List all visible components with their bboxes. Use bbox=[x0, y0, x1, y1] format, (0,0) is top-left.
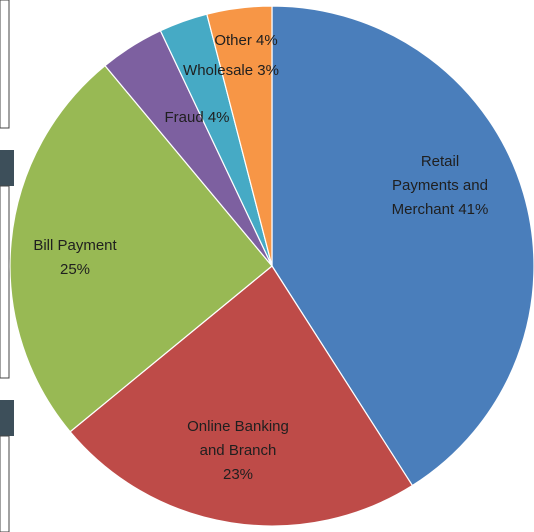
slice-label: Wholesale 3% bbox=[183, 59, 279, 83]
slice-label: Fraud 4% bbox=[164, 106, 229, 130]
value-label: 23% bbox=[222, 466, 254, 483]
slice-label: Bill Payment 25% bbox=[20, 234, 130, 282]
slice-label: Online Banking and Branch 23% bbox=[178, 415, 298, 487]
category-label: Bill Payment bbox=[33, 237, 117, 254]
background-panel bbox=[0, 0, 10, 129]
value-label: 41% bbox=[458, 201, 489, 218]
value-label: 4% bbox=[256, 32, 278, 49]
background-bar bbox=[0, 400, 14, 436]
slice-label: Retail Payments and Merchant 41% bbox=[386, 150, 494, 222]
value-label: 4% bbox=[207, 109, 230, 126]
background-panel bbox=[0, 185, 10, 379]
value-label: 3% bbox=[257, 62, 279, 79]
category-label: Fraud bbox=[164, 109, 204, 126]
category-label: Online Banking and Branch bbox=[187, 418, 289, 459]
background-bar bbox=[0, 150, 14, 186]
pie bbox=[9, 5, 534, 527]
value-label: 25% bbox=[59, 261, 91, 278]
category-label: Retail Payments and Merchant bbox=[391, 153, 488, 218]
pie-slice bbox=[69, 265, 414, 527]
category-label: Wholesale bbox=[183, 62, 254, 79]
pie-slice bbox=[206, 5, 273, 267]
category-label: Other bbox=[214, 32, 252, 49]
background-panel bbox=[0, 435, 10, 532]
pie-slice bbox=[271, 5, 534, 487]
slice-label: Other 4% bbox=[214, 29, 277, 53]
pie-slice bbox=[9, 64, 273, 433]
